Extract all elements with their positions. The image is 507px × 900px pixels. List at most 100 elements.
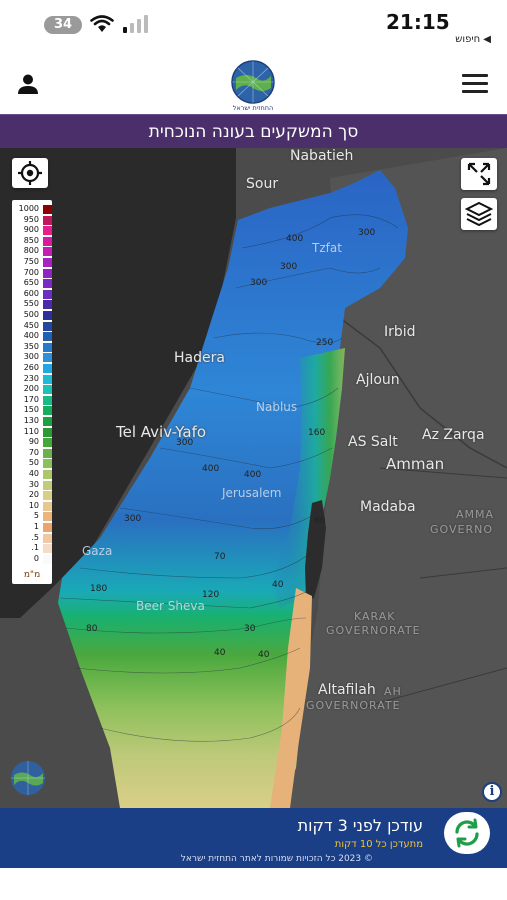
legend-label: 150 [23,405,39,415]
page-title: סך המשקעים בעונה הנוכחית [0,114,507,148]
legend-label: 700 [23,267,39,277]
contour-label: 300 [280,262,298,272]
map-label-amman-governorate: AMMA [456,508,495,521]
legend-swatch [43,279,52,289]
logo-icon[interactable]: התחזית ישראל [226,58,280,112]
legend-swatch [43,247,52,257]
map-label-tafilah: Altafilah [318,682,376,698]
legend-row: 150 [14,405,52,416]
legend-swatch [43,491,52,501]
update-frequency-text: מתעדכן כל 10 דקות [334,839,423,850]
legend-swatch [43,417,52,426]
contour-label: 120 [202,590,220,600]
logo-text: התחזית ישראל [233,104,274,112]
legend-swatch [43,364,52,373]
legend-label: 600 [23,288,39,298]
legend-row: 700 [14,268,52,278]
legend-label: 0 [33,553,39,563]
legend-swatch [43,544,52,554]
legend-row: 300 [14,352,52,363]
contour-label: 400 [244,470,262,480]
fullscreen-button[interactable] [461,158,497,190]
locate-button[interactable] [12,158,48,188]
legend-label: 550 [23,299,39,309]
legend-label: 20 [28,490,39,500]
contour-label: 400 [286,234,304,244]
legend-row: 750 [14,257,52,267]
legend-row: 30 [14,480,52,490]
map-label-safed: Tzfat [312,241,342,255]
legend-row: 900 [14,225,52,236]
status-time: 21:15 [386,10,450,34]
contour-label: 40 [272,580,284,590]
hamburger-menu-icon[interactable] [462,74,488,94]
legend-row: 260 [14,363,52,373]
contour-label: 80 [86,624,98,634]
legend-label: 950 [23,214,39,224]
contour-label: 40 [258,650,270,660]
legend-label: 350 [23,341,39,351]
map-label-gaza: Gaza [82,544,113,558]
map-label-az-zarqa: Az Zarqa [422,427,485,443]
legend-swatch [43,289,52,299]
legend-row: 950 [14,215,52,225]
legend-row: 850 [14,236,52,246]
legend-swatch [43,311,52,320]
legend-row: 230 [14,374,52,384]
info-button[interactable]: i [482,782,502,802]
contour-label: 300 [358,228,376,238]
contour-label: 180 [90,584,108,594]
map-label-karak: KARAK [354,610,396,623]
legend-label: 800 [23,246,39,256]
legend-swatch [43,332,52,342]
legend-label: 900 [23,225,39,235]
refresh-button[interactable] [444,812,490,854]
legend-label: 90 [28,437,39,447]
legend-label: 650 [23,278,39,288]
legend-label: 1000 [18,204,39,213]
wifi-icon [90,15,114,32]
legend-swatch [43,205,52,214]
precipitation-map[interactable]: Nabatieh Sour Tzfat Irbid Hadera Ajloun … [0,148,507,808]
back-to-app-link[interactable]: ◀ חיפוש [455,34,491,45]
contour-label: 400 [202,464,220,474]
user-icon[interactable] [16,72,40,96]
legend-label: 260 [23,363,39,372]
cellular-signal-icon [123,15,148,33]
legend-row: 0 [14,554,52,564]
layers-button[interactable] [461,198,497,230]
app-header: התחזית ישראל [0,52,507,114]
map-label-amman-governorate-2: GOVERNO [430,523,493,536]
legend-swatch [43,406,52,416]
legend-label: 110 [23,426,39,436]
watermark-logo-icon [11,761,45,795]
map-label-madaba: Madaba [360,499,416,515]
legend-label: 200 [23,384,39,394]
legend-row: .5 [14,533,52,543]
legend-label: 300 [23,352,39,362]
legend-swatch [43,236,52,246]
status-bar: 34 21:15 ◀ חיפוש [0,0,507,45]
legend-swatch [43,215,52,225]
legend-row: 500 [14,310,52,320]
legend-label: 130 [23,416,39,425]
legend-label: 1 [33,522,39,531]
legend-swatch [43,300,52,310]
legend-swatch [43,321,52,331]
map-label-jerusalem: Jerusalem [222,486,282,500]
map-label-tel-aviv: Tel Aviv-Yafo [116,423,207,441]
legend-row: .1 [14,543,52,554]
legend-label: .1 [31,543,39,553]
layers-icon [464,201,494,227]
legend-unit: מ"מ [23,570,41,580]
legend-swatch [43,374,52,384]
legend-row: 110 [14,427,52,437]
legend-swatch [43,470,52,479]
contour-label: 250 [316,338,334,348]
legend-swatch [43,342,52,352]
update-info-bar: עודכן לפני 3 דקות מתעדכן כל 10 דקות © 20… [0,808,507,868]
bottom-safe-area [0,868,507,900]
legend-label: .5 [31,532,39,542]
contour-label: 300 [124,514,142,524]
map-base [0,148,507,808]
